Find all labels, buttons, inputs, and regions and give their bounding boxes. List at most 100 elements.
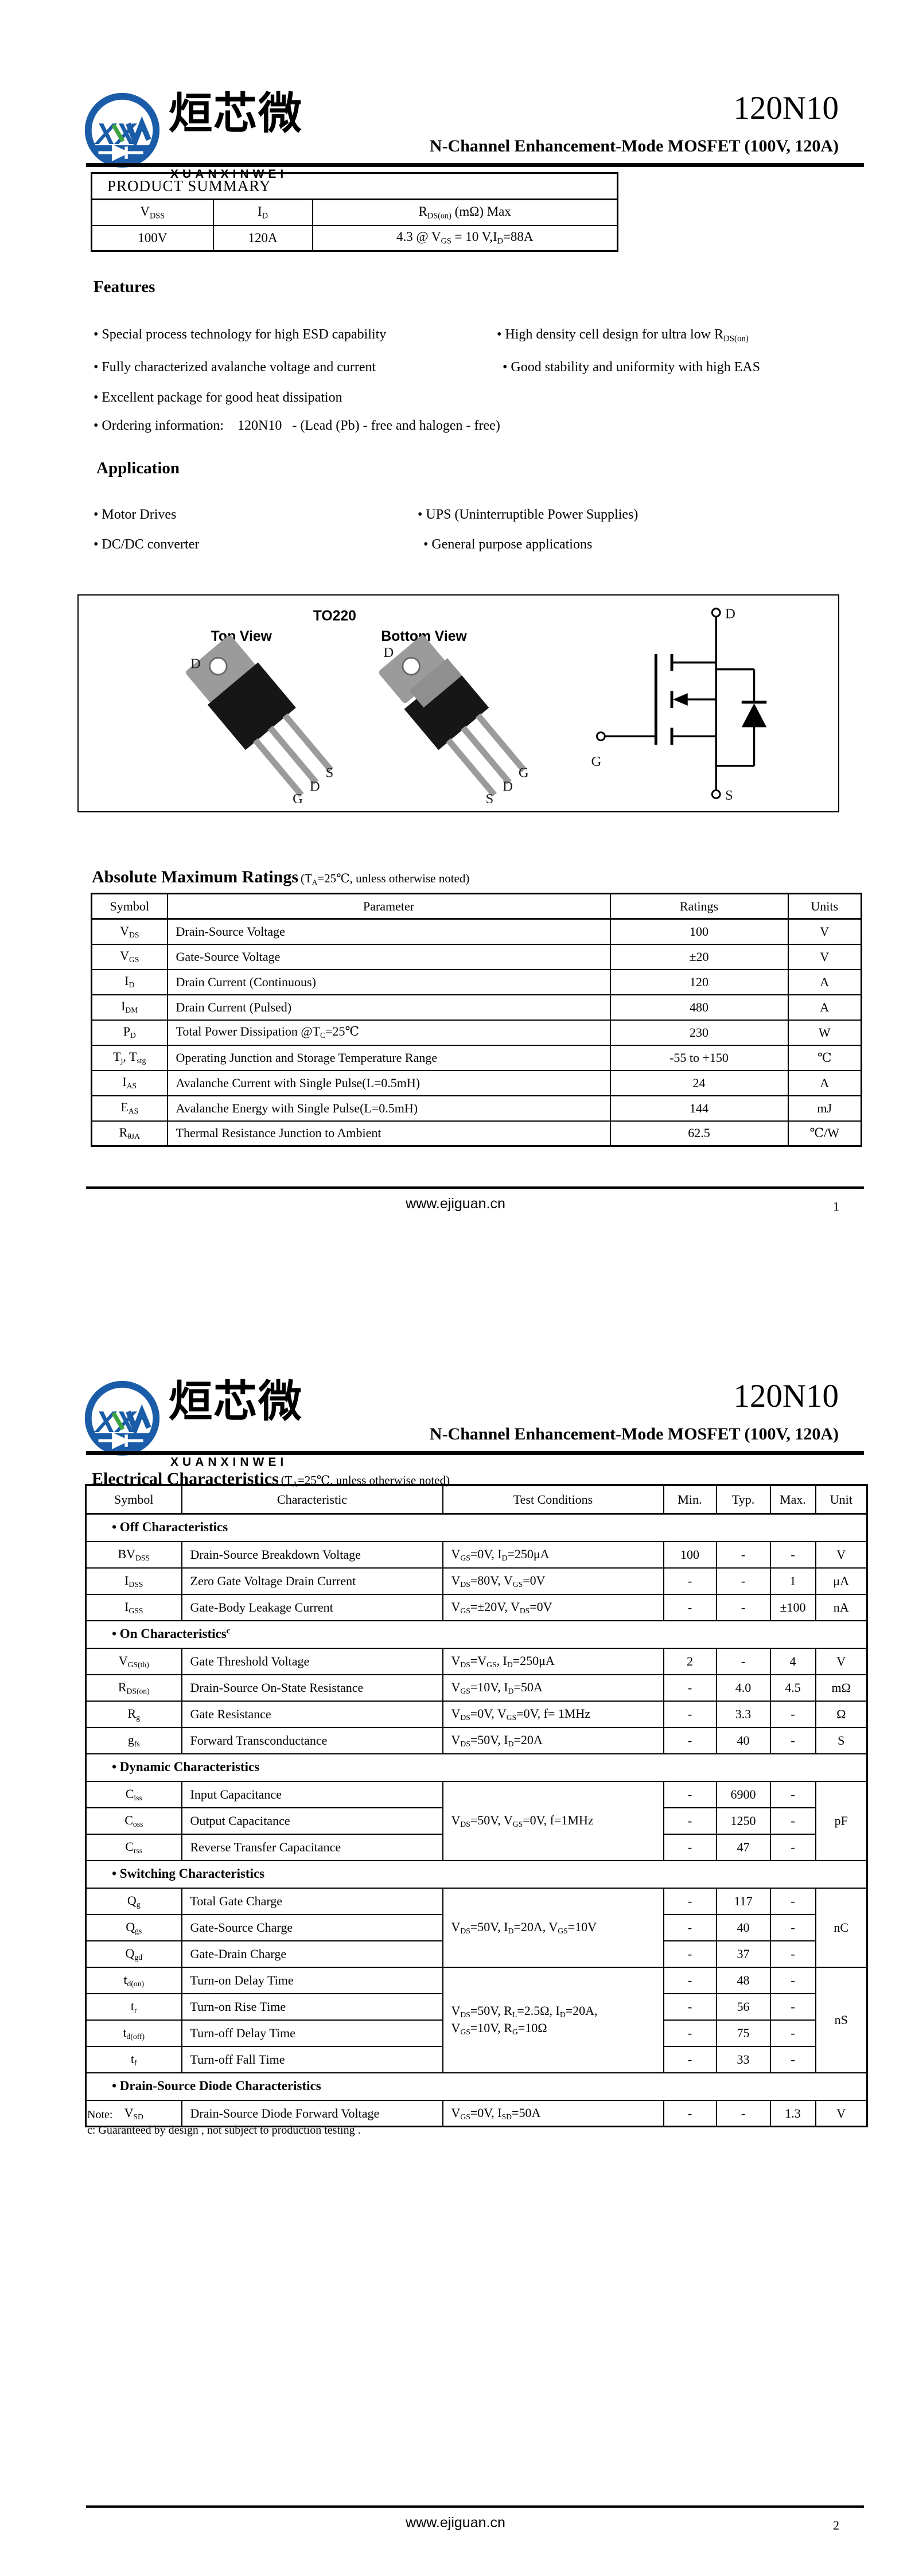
drain-terminal xyxy=(711,608,721,618)
elec-cell: Output Capacitance xyxy=(181,1807,443,1835)
elec-cell: - xyxy=(663,1940,717,1968)
abs-max-row: Tj, Tstg Operating Junction and Storage T… xyxy=(91,1044,862,1071)
package-lead xyxy=(446,738,497,797)
mounting-hole xyxy=(208,656,228,676)
elec-cell: Crss xyxy=(85,1833,182,1861)
elec-data-row: td(off) Turn-off Delay Time -75- xyxy=(85,2019,867,2047)
package-lead xyxy=(476,713,527,772)
abs-max-cell: Operating Junction and Storage Temperatu… xyxy=(166,1044,611,1071)
abs-max-cell: A xyxy=(787,968,862,995)
elec-cell: Gate-Source Charge xyxy=(181,1913,443,1941)
header-rule xyxy=(86,1451,864,1455)
elec-cell: μA xyxy=(815,1567,868,1595)
abs-max-cell: V xyxy=(787,943,862,970)
elec-cell: - xyxy=(663,1913,717,1941)
elec-cell: Gate Resistance xyxy=(181,1700,443,1728)
package-body xyxy=(404,667,489,750)
elec-cell: IGSS xyxy=(85,1593,182,1621)
pin-label: S xyxy=(485,791,493,807)
elec-cell: 47 xyxy=(715,1833,771,1861)
elec-section-label: • Off Characteristics xyxy=(85,1513,868,1542)
elec-cell: - xyxy=(715,1593,771,1621)
ps-header-vdss: VDSS xyxy=(91,199,214,226)
symbol-gate-label: G xyxy=(591,754,602,769)
abs-max-cell: VGS xyxy=(91,943,168,970)
elec-cell: - xyxy=(663,1674,717,1702)
abs-max-cell: IAS xyxy=(91,1069,168,1096)
pin-label: G xyxy=(293,791,303,807)
pin-label: G xyxy=(519,765,529,781)
feature-item: • Excellent package for good heat dissip… xyxy=(94,390,342,405)
elec-cell: - xyxy=(715,1647,771,1675)
elec-cell: Drain-Source On-State Resistance xyxy=(181,1674,443,1702)
abs-max-header-cell: Units xyxy=(787,893,862,920)
elec-cell: VDS=0V, VGS=0V, f= 1MHz xyxy=(442,1700,664,1728)
elec-cell: - xyxy=(663,1593,717,1621)
abs-max-cell: Drain Current (Pulsed) xyxy=(166,994,611,1021)
abs-max-cell: 100 xyxy=(609,918,789,945)
symbol-source-label: S xyxy=(725,788,733,803)
elec-cell: VDS=50V, VGS=0V, f=1MHz xyxy=(442,1780,664,1861)
application-title: Application xyxy=(96,459,180,477)
elec-cell: - xyxy=(715,1567,771,1595)
elec-cell: VDS=50V, ID=20A, VGS=10V xyxy=(442,1887,664,1968)
abs-max-row: EAS Avalanche Energy with Single Pulse(L=… xyxy=(91,1095,862,1122)
elec-data-row: Qgd Gate-Drain Charge -37- xyxy=(85,1940,867,1968)
elec-data-row: IGSS Gate-Body Leakage Current VGS=±20V, V… xyxy=(85,1593,868,1621)
abs-max-row: IAS Avalanche Current with Single Pulse(L… xyxy=(91,1069,862,1096)
elec-cell: - xyxy=(663,1966,717,1994)
elec-cell: - xyxy=(663,1700,717,1728)
channel-arrow xyxy=(673,693,688,706)
elec-cell: 33 xyxy=(715,2045,771,2073)
elec-cell: 4.5 xyxy=(769,1674,816,1702)
brand-name-cn: 烜芯微 xyxy=(169,88,303,139)
elec-header-cell: Characteristic xyxy=(181,1484,443,1515)
abs-max-cell: ℃/W xyxy=(787,1120,862,1147)
elec-cell: Coss xyxy=(85,1807,182,1835)
part-number: 120N10 xyxy=(733,1378,839,1414)
elec-cell: Gate-Drain Charge xyxy=(181,1940,443,1968)
elec-cell: 4.0 xyxy=(715,1674,771,1702)
elec-cell: Reverse Transfer Capacitance xyxy=(181,1833,443,1861)
pin-label: D xyxy=(190,656,201,672)
elec-data-row: VSD Drain-Source Diode Forward Voltage VGS… xyxy=(85,2099,868,2127)
abs-max-cell: mJ xyxy=(787,1095,862,1122)
elec-data-row: gfs Forward Transconductance VDS=50V, ID=2… xyxy=(85,1726,868,1754)
features-title: Features xyxy=(94,278,155,296)
elec-cell: 4 xyxy=(769,1647,816,1675)
ps-value-vdss: 100V xyxy=(91,224,214,252)
abs-max-header-row: Symbol Parameter Ratings Units xyxy=(91,893,862,920)
page-number: 2 xyxy=(833,2518,839,2532)
abs-max-cell: 120 xyxy=(609,968,789,995)
elec-section-row: • Dynamic Characteristics xyxy=(85,1753,868,1782)
abs-max-row: VDS Drain-Source Voltage 100 V xyxy=(91,918,862,945)
gate-terminal xyxy=(595,731,606,741)
product-summary-title: PRODUCT SUMMARY xyxy=(91,172,618,200)
elec-cell: VGS(th) xyxy=(85,1647,182,1675)
abs-max-heading: Absolute Maximum Ratings (TA=25℃, unless… xyxy=(92,867,469,887)
elec-section-row: • Drain-Source Diode Characteristics xyxy=(85,2072,868,2101)
abs-max-header-cell: Parameter xyxy=(166,893,611,920)
elec-data-row: Qgs Gate-Source Charge -40- xyxy=(85,1913,867,1941)
elec-cell: pF xyxy=(815,1780,868,1861)
elec-cell: tf xyxy=(85,2045,182,2073)
elec-data-row: VGS(th) Gate Threshold Voltage VDS=VGS, ID… xyxy=(85,1647,868,1675)
ps-header-id: ID xyxy=(212,199,313,226)
application-item: • Motor Drives xyxy=(94,507,177,522)
logo-wave xyxy=(126,1404,151,1437)
product-summary-header-row: VDSS ID RDS(on) (mΩ) Max xyxy=(91,199,618,226)
package-body xyxy=(207,662,296,750)
mosfet-symbol xyxy=(595,608,767,799)
elec-cell: V xyxy=(815,1647,868,1675)
elec-header-cell: Unit xyxy=(815,1484,868,1515)
abs-max-cell: Tj, Tstg xyxy=(91,1044,168,1071)
abs-max-row: PD Total Power Dissipation @TC=25℃ 230 W xyxy=(91,1019,862,1046)
elec-cell: Total Gate Charge xyxy=(181,1887,443,1915)
abs-max-cell: 144 xyxy=(609,1095,789,1122)
application-item: • General purpose applications xyxy=(423,537,593,552)
application-item: • UPS (Uninterruptible Power Supplies) xyxy=(418,507,639,522)
logo-diode-icon xyxy=(98,144,143,162)
abs-max-cell: A xyxy=(787,1069,862,1096)
package-lead xyxy=(282,713,334,772)
abs-max-table: Symbol Parameter Ratings Units VDS Drain-Sou… xyxy=(91,893,862,1147)
